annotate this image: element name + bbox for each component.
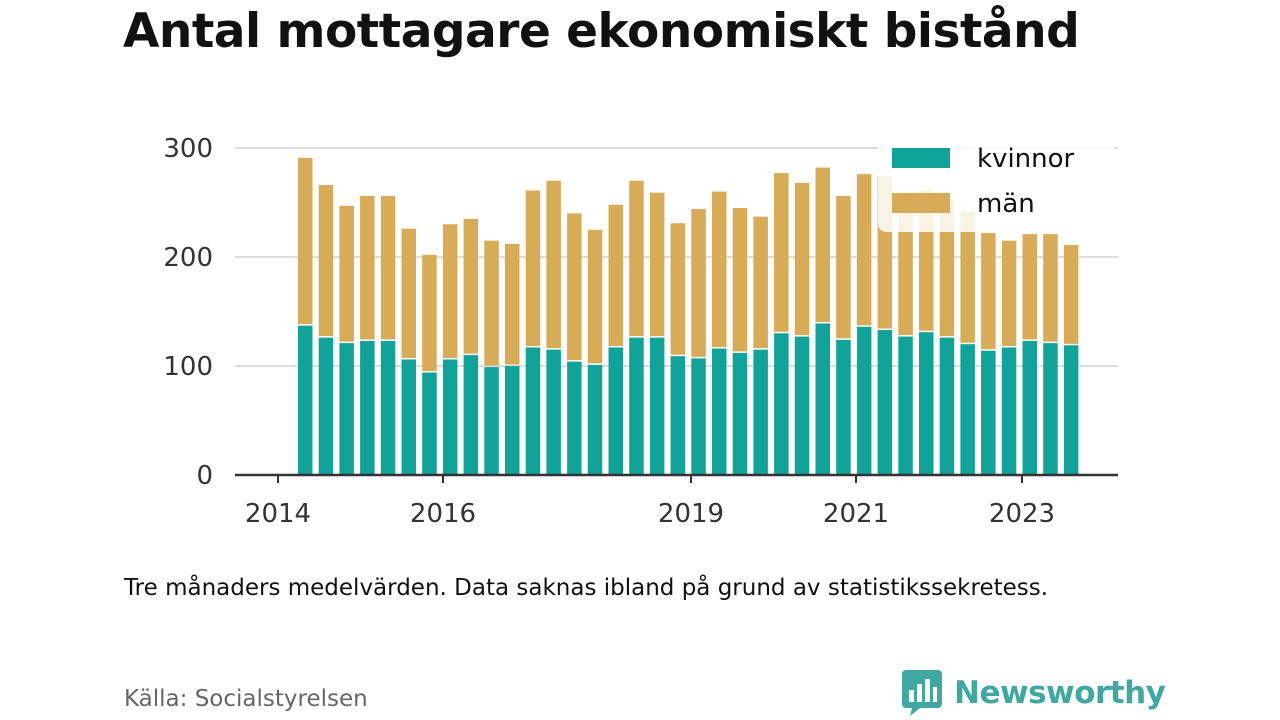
y-tick-label: 300 [163, 134, 213, 164]
newsworthy-logo: Newsworthy [902, 670, 1166, 716]
bar-chart-speech-bubble-icon [902, 670, 942, 716]
bar-man [939, 199, 955, 337]
bar-man [815, 167, 830, 322]
bar-kvinnor [919, 332, 934, 475]
axes: 0 100 200 300 2014 2016 2019 2021 2023 [163, 134, 1118, 529]
bar-kvinnor [649, 337, 665, 475]
bar-man [732, 207, 748, 352]
x-tick-label: 2021 [823, 499, 889, 529]
bar-kvinnor [380, 340, 396, 475]
bar-man [463, 218, 479, 354]
bar-man [753, 216, 768, 349]
bar-kvinnor [856, 326, 872, 475]
bar-man [794, 182, 810, 336]
bar-kvinnor [815, 323, 830, 475]
bar-man [525, 190, 541, 346]
bar-man [360, 195, 375, 340]
bar-man [339, 205, 354, 342]
bar-man [484, 240, 499, 366]
bar-kvinnor [732, 352, 748, 475]
bar-kvinnor [1022, 340, 1037, 475]
bar-man [442, 224, 458, 358]
bar-kvinnor [898, 336, 913, 475]
bar-kvinnor [939, 337, 955, 475]
bar-kvinnor [1063, 345, 1079, 475]
y-tick-label: 200 [163, 243, 213, 273]
y-tick-label: 100 [163, 352, 213, 382]
y-tick-label: 0 [196, 461, 213, 491]
legend: kvinnor män [878, 134, 1114, 232]
bar-kvinnor [505, 366, 520, 475]
bar-kvinnor [794, 336, 810, 475]
bar-kvinnor [691, 358, 706, 475]
bar-man [1001, 240, 1017, 346]
bar-man [856, 174, 872, 326]
source-credit: Källa: Socialstyrelsen [124, 686, 368, 712]
bar-man [712, 191, 727, 348]
x-tick-label: 2019 [658, 499, 724, 529]
bar-kvinnor [339, 343, 354, 475]
bar-man [691, 209, 706, 357]
x-tick-label: 2023 [989, 499, 1055, 529]
bar-man [505, 243, 520, 365]
chart-note: Tre månaders medelvärden. Data saknas ib… [124, 575, 1049, 601]
bar-kvinnor [774, 333, 789, 475]
bar-man [380, 195, 396, 340]
bar-man [422, 254, 437, 372]
bar-man [587, 229, 603, 364]
bar-kvinnor [298, 325, 313, 475]
bar-man [1063, 245, 1079, 344]
bar-kvinnor [712, 348, 727, 475]
bar-kvinnor [836, 339, 851, 475]
bar-man [567, 213, 582, 361]
bar-man [960, 211, 975, 343]
bar-kvinnor [318, 337, 334, 475]
bar-man [981, 233, 996, 350]
bar-man [774, 173, 789, 332]
brand-name: Newsworthy [954, 675, 1166, 711]
bar-kvinnor [484, 367, 499, 475]
bar-man [318, 185, 334, 337]
legend-swatch [892, 148, 950, 168]
bar-man [649, 192, 665, 337]
bar-kvinnor [1043, 343, 1058, 475]
bar-man [401, 228, 416, 358]
bar-man [298, 157, 313, 325]
bar-kvinnor [608, 347, 623, 475]
legend-label: män [977, 189, 1035, 219]
bar-kvinnor [567, 361, 582, 475]
bar-kvinnor [525, 347, 541, 475]
bar-kvinnor [1001, 347, 1017, 475]
bar-kvinnor [629, 337, 644, 475]
bar-man [1022, 234, 1037, 340]
bar-kvinnor [422, 372, 437, 475]
legend-swatch [892, 193, 950, 213]
bar-kvinnor [981, 350, 996, 475]
bar-man [1043, 234, 1058, 342]
bar-kvinnor [670, 356, 686, 475]
chart-title: Antal mottagare ekonomiskt bistånd [123, 4, 1080, 59]
bars [298, 157, 1079, 475]
legend-label: kvinnor [977, 144, 1075, 174]
bar-kvinnor [753, 349, 768, 475]
bar-kvinnor [442, 359, 458, 475]
x-tick-label: 2016 [410, 499, 476, 529]
bar-kvinnor [587, 364, 603, 475]
bar-man [629, 180, 644, 337]
bar-man [546, 180, 561, 349]
bar-man [608, 204, 623, 346]
bar-kvinnor [401, 359, 416, 475]
bar-kvinnor [877, 330, 893, 475]
bar-man [836, 195, 851, 339]
bar-man [670, 223, 686, 355]
bar-kvinnor [463, 355, 479, 475]
bar-kvinnor [960, 344, 975, 475]
bar-kvinnor [360, 340, 375, 475]
bar-kvinnor [546, 349, 561, 475]
x-tick-label: 2014 [245, 499, 311, 529]
